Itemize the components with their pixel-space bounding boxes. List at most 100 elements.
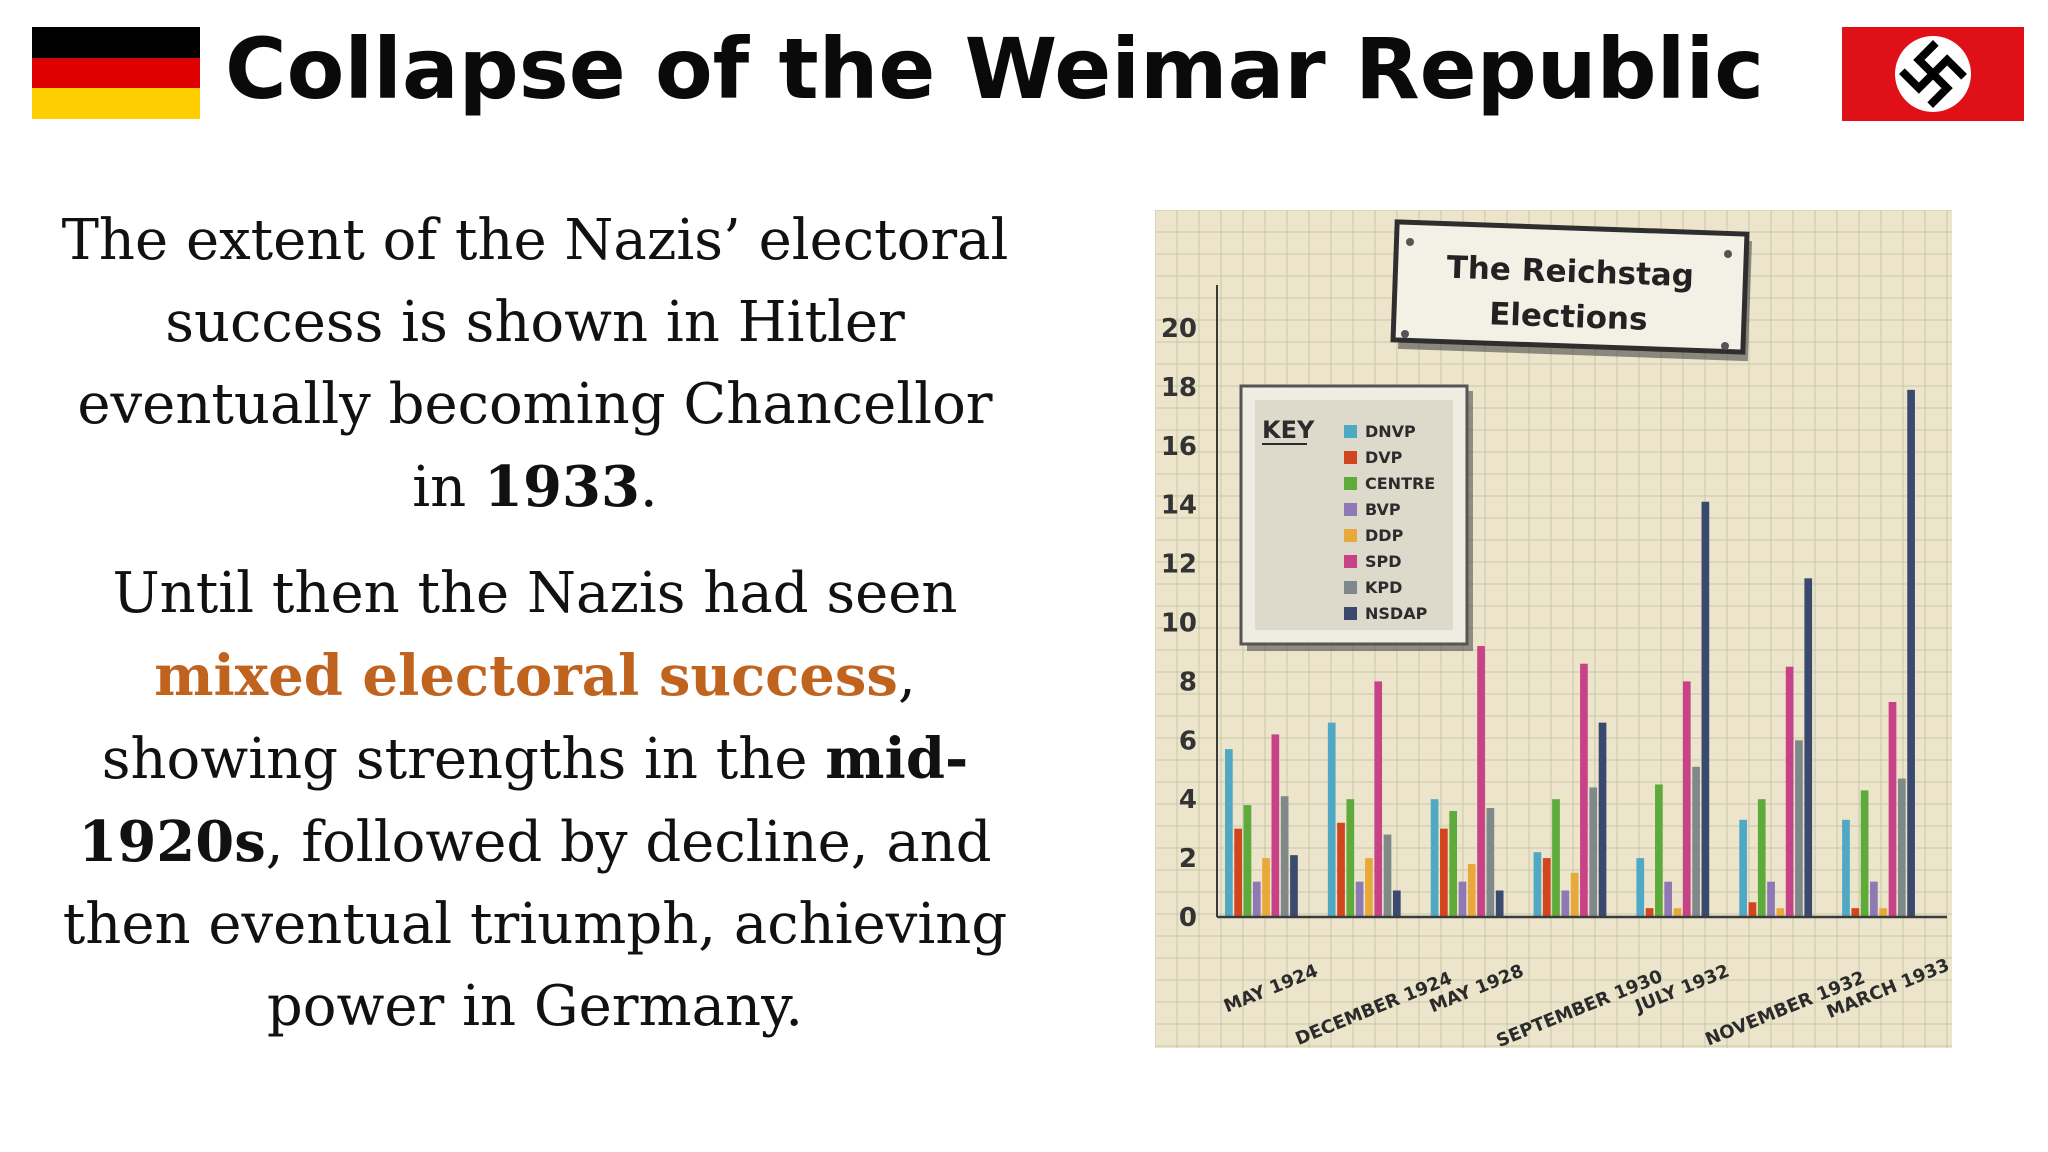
bar-dvp-4 bbox=[1645, 908, 1654, 917]
legend-label-kpd: KPD bbox=[1365, 578, 1402, 597]
bar-bvp-5 bbox=[1767, 881, 1775, 917]
body-text: The extent of the Nazis’ electoral succe… bbox=[60, 200, 1010, 1048]
legend-swatch-kpd bbox=[1344, 581, 1357, 594]
legend-swatch-centre bbox=[1344, 477, 1357, 490]
legend-label-centre: CENTRE bbox=[1365, 474, 1435, 493]
bar-ddp-1 bbox=[1365, 858, 1373, 917]
y-tick-label: 16 bbox=[1161, 432, 1197, 462]
bar-kpd-4 bbox=[1692, 766, 1700, 917]
bar-dvp-1 bbox=[1337, 822, 1345, 917]
sign-pin bbox=[1724, 250, 1732, 258]
y-tick-label: 14 bbox=[1161, 491, 1197, 521]
legend-swatch-spd bbox=[1344, 555, 1357, 568]
bar-dvp-5 bbox=[1748, 902, 1757, 917]
legend-swatch-dnvp bbox=[1344, 425, 1357, 438]
legend-swatch-dvp bbox=[1344, 451, 1357, 464]
legend-swatch-ddp bbox=[1344, 529, 1357, 542]
bar-dvp-0 bbox=[1234, 828, 1242, 917]
y-tick-label: 8 bbox=[1179, 667, 1197, 697]
paragraph1-text: The extent of the Nazis’ electoral succe… bbox=[61, 208, 1009, 520]
bar-kpd-5 bbox=[1795, 740, 1803, 917]
bar-kpd-3 bbox=[1589, 787, 1598, 917]
legend-label-dnvp: DNVP bbox=[1365, 422, 1416, 441]
bar-centre-5 bbox=[1757, 799, 1766, 917]
bar-nsdap-3 bbox=[1598, 722, 1607, 917]
bar-ddp-0 bbox=[1262, 858, 1270, 917]
chart-title-line1: The Reichstag bbox=[1446, 250, 1694, 295]
bar-dnvp-5 bbox=[1739, 819, 1747, 917]
bar-centre-6 bbox=[1860, 790, 1869, 917]
paragraph2-text: Until then the Nazis had seen bbox=[112, 561, 958, 626]
nazi-flag-icon bbox=[1842, 27, 2024, 121]
bar-kpd-2 bbox=[1486, 808, 1495, 917]
y-tick-label: 10 bbox=[1161, 609, 1197, 639]
bar-bvp-6 bbox=[1870, 881, 1878, 917]
bar-dnvp-3 bbox=[1533, 852, 1542, 917]
bar-nsdap-5 bbox=[1804, 578, 1813, 917]
bar-spd-1 bbox=[1374, 681, 1383, 917]
y-tick-label: 18 bbox=[1161, 373, 1197, 403]
bar-dnvp-0 bbox=[1225, 749, 1233, 917]
bar-centre-0 bbox=[1243, 805, 1252, 917]
bar-bvp-4 bbox=[1664, 881, 1673, 917]
bar-nsdap-6 bbox=[1907, 389, 1915, 918]
bar-bvp-3 bbox=[1561, 890, 1570, 917]
paragraph2-bold: mid-1920s bbox=[78, 726, 969, 875]
chart-title-line2: Elections bbox=[1489, 296, 1649, 338]
bar-dvp-2 bbox=[1440, 828, 1448, 917]
title-sign bbox=[1390, 219, 1750, 355]
legend-swatch-nsdap bbox=[1344, 607, 1357, 620]
y-tick-label: 4 bbox=[1179, 785, 1197, 815]
bar-bvp-0 bbox=[1252, 881, 1261, 917]
bar-dnvp-1 bbox=[1327, 722, 1336, 917]
bar-spd-4 bbox=[1682, 681, 1691, 917]
y-tick-label: 6 bbox=[1179, 726, 1197, 756]
bar-ddp-2 bbox=[1467, 863, 1476, 917]
sign-pin bbox=[1406, 238, 1414, 246]
bar-spd-5 bbox=[1785, 666, 1794, 917]
bar-nsdap-1 bbox=[1392, 890, 1401, 917]
bar-nsdap-0 bbox=[1290, 855, 1298, 917]
legend-label-bvp: BVP bbox=[1365, 500, 1401, 519]
legend-label-spd: SPD bbox=[1365, 552, 1402, 571]
paragraph2-text-2: , showing strengths in the bbox=[101, 644, 916, 792]
paragraph1-end: . bbox=[639, 455, 658, 520]
bar-ddp-3 bbox=[1570, 872, 1579, 917]
bar-ddp-4 bbox=[1673, 908, 1682, 917]
title-bar: Collapse of the Weimar Republic bbox=[0, 0, 2048, 140]
bar-bvp-2 bbox=[1458, 881, 1467, 917]
sign-pin bbox=[1721, 342, 1729, 350]
paragraph2-highlight: mixed electoral success bbox=[154, 643, 898, 709]
bar-bvp-1 bbox=[1355, 881, 1364, 917]
bar-dnvp-2 bbox=[1430, 799, 1439, 917]
bar-centre-2 bbox=[1449, 810, 1458, 917]
legend-label-dvp: DVP bbox=[1365, 448, 1403, 467]
bar-ddp-6 bbox=[1879, 908, 1888, 917]
legend-swatch-bvp bbox=[1344, 503, 1357, 516]
bar-centre-1 bbox=[1346, 799, 1355, 917]
bar-spd-3 bbox=[1580, 663, 1588, 917]
y-tick-label: 2 bbox=[1179, 844, 1197, 874]
bar-dnvp-4 bbox=[1636, 858, 1645, 917]
bar-spd-6 bbox=[1888, 702, 1897, 917]
y-tick-label: 0 bbox=[1179, 903, 1197, 933]
legend-label-nsdap: NSDAP bbox=[1365, 604, 1428, 623]
sign-pin bbox=[1401, 330, 1409, 338]
y-tick-label: 12 bbox=[1161, 550, 1197, 580]
bar-spd-0 bbox=[1271, 734, 1280, 917]
reichstag-elections-chart: 0 2 4 6 8 10 12 14 16 18 20 MAY 1924 DECEMBER 1924 MA… bbox=[1155, 210, 1952, 1048]
bar-nsdap-2 bbox=[1495, 890, 1504, 917]
legend-label-ddp: DDP bbox=[1365, 526, 1404, 545]
paragraph-chancellor: The extent of the Nazis’ electoral succe… bbox=[60, 200, 1010, 529]
slide-title: Collapse of the Weimar Republic bbox=[225, 20, 1765, 118]
bar-centre-3 bbox=[1552, 799, 1560, 917]
bar-nsdap-4 bbox=[1701, 501, 1710, 917]
bar-dnvp-6 bbox=[1842, 819, 1850, 917]
legend-heading: KEY bbox=[1262, 416, 1315, 444]
paragraph2-text-3: , followed by decline, and then eventual… bbox=[62, 810, 1008, 1039]
bar-kpd-0 bbox=[1280, 796, 1289, 917]
y-tick-label: 20 bbox=[1161, 314, 1197, 344]
bar-dvp-6 bbox=[1851, 908, 1860, 917]
bar-centre-4 bbox=[1655, 784, 1663, 917]
